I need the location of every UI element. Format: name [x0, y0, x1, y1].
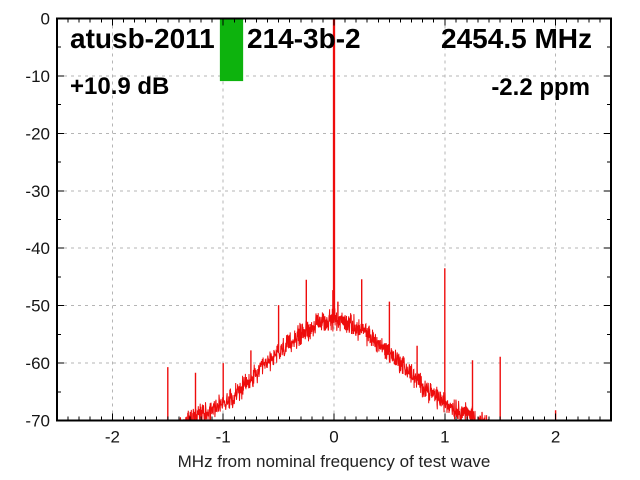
tick-labels: -2 -1 0 1 20-10-20-30-40-50-60-70 — [25, 10, 560, 447]
y-tick-label: -70 — [25, 412, 50, 431]
noise-floor-trace — [179, 307, 489, 421]
y-tick-label: 0 — [41, 10, 50, 29]
x-axis-label: MHz from nominal frequency of test wave — [177, 452, 491, 471]
x-tick-label: 1 — [440, 428, 449, 447]
axis-ticks — [57, 18, 611, 421]
plot-title-right: 214-3b-2 — [247, 23, 361, 54]
plot-title-left: atusb-2011 — [70, 23, 215, 54]
pass-marker-bar — [219, 19, 244, 82]
x-tick-label: -2 — [105, 428, 120, 447]
y-tick-label: -60 — [25, 354, 50, 373]
x-tick-label: 2 — [551, 428, 560, 447]
y-tick-label: -50 — [25, 297, 50, 316]
y-tick-label: -10 — [25, 67, 50, 86]
center-frequency-label: 2454.5 MHz — [441, 23, 592, 54]
frequency-offset-label: -2.2 ppm — [491, 74, 590, 101]
y-tick-label: -30 — [25, 182, 50, 201]
gain-margin-label: +10.9 dB — [70, 73, 170, 100]
gridlines — [57, 18, 611, 421]
y-tick-label: -20 — [25, 124, 50, 143]
y-tick-label: -40 — [25, 239, 50, 258]
spectrum-trace — [167, 18, 557, 421]
x-tick-label: 0 — [329, 428, 338, 447]
x-tick-label: -1 — [216, 428, 231, 447]
